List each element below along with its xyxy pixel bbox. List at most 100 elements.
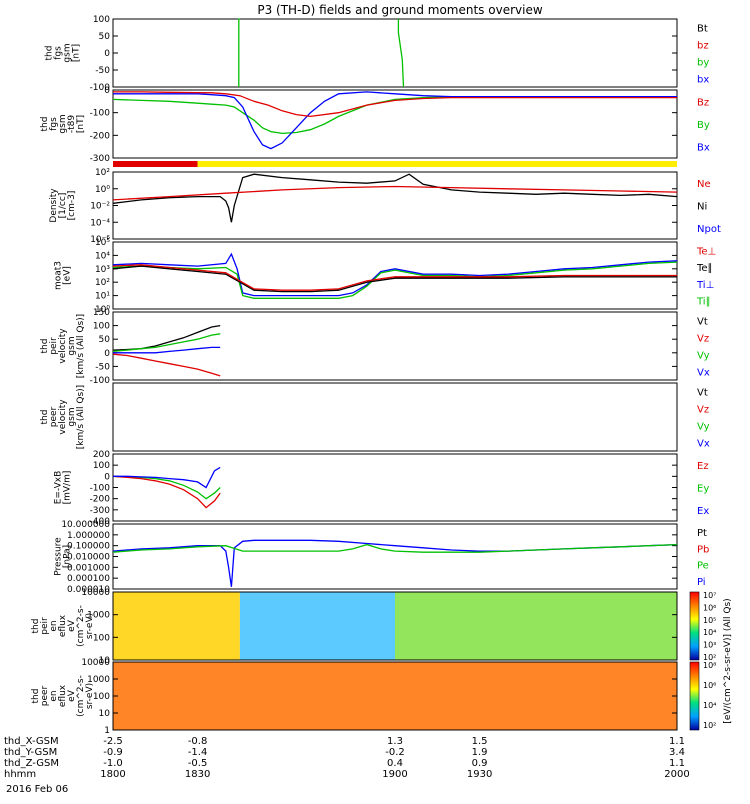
- y-axis-label-line: eflux: [58, 614, 68, 637]
- y-tick-label: 10⁴: [95, 251, 110, 261]
- panel-peir_velocity: 150 100 50 0 -50 -100 thdpeirvelocitygsm[km/s …: [40, 308, 710, 386]
- y-axis-label: thdpeerenefluxeV(cm^2-s-sr-eV): [31, 675, 95, 717]
- series-Ex: [113, 466, 221, 489]
- y-tick-label: 100: [93, 692, 110, 702]
- y-axis-label-line: sr-eV): [85, 683, 95, 709]
- y-axis-label-line: eV: [67, 619, 77, 632]
- colorbar-tick: 10²: [703, 721, 716, 730]
- colorbar-lower: [689, 661, 700, 731]
- spectrogram-peer_spec: [113, 662, 677, 730]
- legend-entry: Pb: [697, 544, 709, 555]
- y-tick-label: 50: [99, 335, 111, 345]
- y-axis-label-line: gsm: [63, 43, 73, 62]
- series-by: [238, 18, 240, 87]
- legend-entry: by: [697, 58, 709, 69]
- y-tick-label: 0: [104, 349, 110, 359]
- spectrogram-peir_spec: [113, 592, 677, 660]
- y-axis-label-line: peir: [49, 337, 59, 355]
- y-tick-label: -200: [90, 131, 111, 141]
- legend-entry: Pi: [697, 577, 706, 588]
- y-axis-label-line: thd: [31, 619, 41, 634]
- y-tick-label: 10⁻²: [90, 202, 110, 212]
- y-axis-label-line: [cm-3]: [67, 191, 77, 221]
- time-axis-value: -1.0: [103, 758, 123, 769]
- y-axis-label-line: thd: [45, 46, 55, 61]
- legend-fgs: Bt bz by bx: [697, 24, 709, 86]
- colorbar-tick: 10²: [703, 653, 716, 662]
- time-axis-value: -0.5: [188, 758, 208, 769]
- legend-entry: Ni: [697, 202, 707, 213]
- time-axis-value: 1930: [467, 769, 492, 780]
- time-axis-value: -0.9: [103, 747, 123, 758]
- y-axis-label-line: en: [49, 690, 59, 701]
- series-Bz: [113, 91, 677, 118]
- y-axis-label: Density[1/cc][cm-3]: [49, 188, 77, 223]
- y-tick-label: 100: [93, 15, 110, 25]
- y-tick-label: -100: [90, 83, 111, 93]
- y-axis-label-line: thd: [40, 410, 50, 425]
- time-axis-value: 1800: [100, 769, 125, 780]
- y-tick-label: 1000: [87, 675, 110, 685]
- legend-entry: Vy: [697, 422, 710, 433]
- time-axis-value: -0.8: [188, 736, 208, 747]
- y-axis-label-line: eflux: [58, 684, 68, 707]
- y-axis-label-line: gsm: [67, 407, 77, 426]
- time-axis-row-label: hhmm: [4, 769, 36, 780]
- panel-frame: [112, 311, 678, 381]
- legend-temperature: Te⊥ Te∥ Ti⊥ Ti∥: [696, 246, 716, 307]
- series-Ti∥: [112, 261, 678, 299]
- legend-entry: Bt: [697, 24, 708, 35]
- legend-entry: Bz: [697, 97, 709, 108]
- y-axis-label-line: thd: [40, 117, 50, 132]
- legend-fgs_gsm: Bz By Bx: [697, 97, 710, 153]
- colorbar-tick: 10³: [703, 641, 716, 650]
- series-Ti⊥: [112, 252, 678, 297]
- legend-entry: Vt: [697, 388, 708, 399]
- panel-frame: [112, 523, 678, 590]
- y-axis-label-line: -t89: [67, 115, 77, 134]
- series-Ne: [112, 185, 678, 201]
- time-axis-value: 1900: [382, 769, 407, 780]
- y-axis-label: thdpeervelocitygsm[km/s (All Qs)]: [40, 385, 86, 449]
- y-axis-label-line: Pressure: [54, 537, 64, 576]
- y-axis-label: E=-VxB[mV/m]: [54, 471, 73, 505]
- time-axis-row-label: thd_Y-GSM: [4, 747, 57, 758]
- y-axis-label: thdpeirvelocitygsm[km/s (All Qs)]: [40, 314, 86, 378]
- legend-entry: Ne: [697, 179, 711, 190]
- y-tick-label: 150: [93, 308, 110, 318]
- y-axis-label-line: en: [49, 620, 59, 631]
- y-axis-label-line: eV: [67, 689, 77, 702]
- time-axis-value: 1830: [185, 769, 210, 780]
- y-axis-label-line: gsm: [58, 114, 68, 133]
- y-tick-label: 10³: [95, 265, 110, 275]
- y-axis-label-line: peir: [40, 617, 50, 635]
- legend-entry: Vz: [697, 334, 709, 345]
- colorbar-upper: [689, 591, 700, 661]
- series-Ni: [112, 173, 678, 223]
- legend-entry: Ey: [697, 484, 709, 495]
- y-tick-label: 100: [93, 633, 110, 643]
- colorbar-tick: 10⁶: [703, 681, 716, 690]
- legend-pressure: Pt Pb Pe Pi: [697, 528, 709, 588]
- legend-efield: Ez Ey Ex: [697, 461, 709, 517]
- y-tick-label: 10⁻⁴: [90, 218, 110, 228]
- legend-entry: Pe: [697, 561, 709, 572]
- time-axis-value: 1.3: [387, 736, 403, 747]
- time-axis-value: 2000: [664, 769, 689, 780]
- y-tick-label: -200: [90, 495, 111, 505]
- panel-frame: [112, 18, 678, 88]
- y-tick-label: 10: [99, 656, 111, 666]
- colorbar: 10⁷10⁶10⁵10⁴10³10²10⁸10⁶10⁴10²[eV/(cm^2-…: [689, 591, 733, 731]
- colorbar-tick: 10⁴: [703, 628, 716, 637]
- series-Vx: [113, 346, 221, 354]
- y-tick-label: -300: [90, 154, 111, 164]
- panel-frame: [112, 453, 678, 522]
- legend-entry: Te⊥: [696, 246, 716, 257]
- y-axis-label-line: peer: [40, 685, 50, 706]
- time-axis-value: 1.1: [669, 758, 685, 769]
- y-axis-label-line: [1/cc]: [58, 193, 68, 219]
- panel-frame: [112, 591, 678, 661]
- y-tick-label: 10²: [95, 278, 110, 288]
- y-tick-label: 10.000000: [61, 520, 110, 530]
